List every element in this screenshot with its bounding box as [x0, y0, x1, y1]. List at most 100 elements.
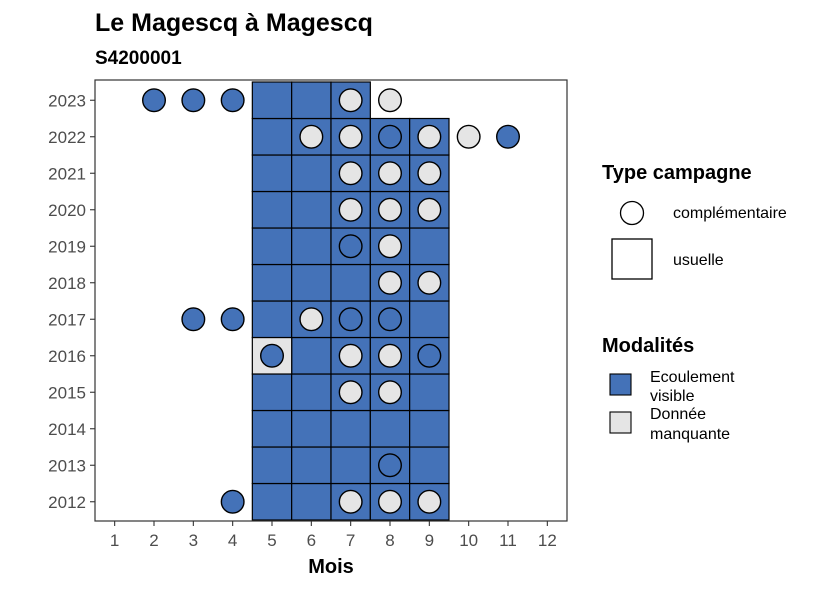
complementaire-point — [338, 124, 363, 149]
x-tick-label: 7 — [346, 531, 355, 550]
legend-swatch-donnee-manquante — [609, 411, 632, 434]
complementaire-point — [338, 307, 363, 332]
usuelle-tile — [251, 263, 293, 302]
complementaire-point — [220, 307, 245, 332]
usuelle-tile — [251, 300, 293, 339]
y-axis: 2012 2013 2014 2015 2016 2017 2018 2019 2020 2021… — [48, 91, 95, 512]
x-tick-label: 6 — [307, 531, 316, 550]
x-tick-label: 4 — [228, 531, 237, 550]
complementaire-point — [417, 124, 442, 149]
usuelle-tile — [409, 446, 450, 485]
x-axis-title: Mois — [308, 556, 354, 578]
complementaire-point — [338, 161, 363, 186]
legend-label-ecoulement-line1: Ecoulement — [650, 369, 735, 386]
usuelle-tile — [251, 482, 293, 521]
complementaire-point — [378, 88, 403, 113]
usuelle-tiles — [251, 81, 450, 521]
complementaire-point — [220, 88, 245, 113]
usuelle-tile — [330, 446, 371, 485]
complementaire-point — [417, 270, 442, 295]
legend-label-complementaire: complémentaire — [673, 205, 787, 222]
usuelle-tile — [291, 373, 332, 412]
x-tick-label: 8 — [385, 531, 394, 550]
usuelle-tile — [409, 263, 450, 302]
usuelle-tile — [251, 154, 293, 193]
usuelle-tile — [291, 154, 332, 193]
complementaire-point — [378, 197, 403, 222]
usuelle-tile — [291, 409, 332, 448]
complementaire-point — [378, 380, 403, 405]
complementaire-point — [417, 343, 442, 368]
x-tick-label: 10 — [459, 531, 478, 550]
complementaire-points — [141, 88, 521, 514]
legend-label-donnee-line2: manquante — [650, 426, 730, 443]
usuelle-tile — [251, 227, 293, 266]
legend-label-usuelle: usuelle — [673, 252, 724, 269]
complementaire-point — [378, 124, 403, 149]
x-axis: 1 2 3 4 5 6 7 8 9 10 11 12 — [110, 521, 557, 550]
y-tick-label: 2019 — [48, 237, 86, 256]
legend-title-campaign: Type campagne — [602, 162, 752, 184]
usuelle-tile — [409, 227, 450, 266]
complementaire-point — [338, 489, 363, 514]
chart-title: Le Magescq à Magescq — [95, 9, 373, 37]
complementaire-point — [338, 380, 363, 405]
complementaire-point — [338, 88, 363, 113]
usuelle-tile — [251, 446, 293, 485]
y-tick-label: 2018 — [48, 274, 86, 293]
complementaire-point — [260, 343, 285, 368]
x-tick-label: 3 — [189, 531, 198, 550]
x-tick-label: 1 — [110, 531, 119, 550]
x-tick-label: 9 — [425, 531, 434, 550]
complementaire-point — [456, 124, 481, 149]
usuelle-tile — [291, 190, 332, 229]
complementaire-point — [338, 197, 363, 222]
x-tick-label: 2 — [149, 531, 158, 550]
complementaire-point — [181, 88, 206, 113]
legend: Type campagne complémentaire usuelle Mod… — [602, 162, 787, 443]
usuelle-tile — [291, 482, 332, 521]
complementaire-point — [338, 234, 363, 259]
usuelle-tile — [291, 336, 332, 375]
y-tick-label: 2016 — [48, 347, 86, 366]
usuelle-tile — [251, 117, 293, 156]
complementaire-point — [338, 343, 363, 368]
legend-label-donnee-line1: Donnée — [650, 406, 706, 423]
y-tick-label: 2023 — [48, 91, 86, 110]
complementaire-point — [417, 489, 442, 514]
complementaire-point — [378, 453, 403, 478]
complementaire-point — [299, 124, 324, 149]
usuelle-tile — [251, 373, 293, 412]
complementaire-point — [378, 234, 403, 259]
usuelle-tile — [409, 373, 450, 412]
complementaire-point — [181, 307, 206, 332]
complementaire-point — [378, 161, 403, 186]
x-tick-label: 5 — [267, 531, 276, 550]
complementaire-point — [417, 197, 442, 222]
usuelle-tile — [251, 409, 293, 448]
y-tick-label: 2022 — [48, 128, 86, 147]
y-tick-label: 2017 — [48, 310, 86, 329]
legend-swatch-ecoulement-visible — [609, 373, 632, 396]
usuelle-tile — [330, 263, 371, 302]
y-tick-label: 2013 — [48, 456, 86, 475]
usuelle-tile — [251, 190, 293, 229]
x-tick-label: 12 — [538, 531, 557, 550]
y-tick-label: 2015 — [48, 383, 86, 402]
legend-title-modalites: Modalités — [602, 335, 694, 357]
complementaire-point — [417, 161, 442, 186]
usuelle-tile — [409, 409, 450, 448]
usuelle-tile — [330, 81, 371, 120]
x-tick-label: 11 — [499, 531, 517, 550]
complementaire-point — [378, 343, 403, 368]
y-tick-label: 2021 — [48, 164, 86, 183]
legend-label-ecoulement-line2: visible — [650, 388, 695, 405]
complementaire-point — [299, 307, 324, 332]
y-tick-label: 2012 — [48, 493, 86, 512]
complementaire-point — [378, 489, 403, 514]
chart-subtitle: S4200001 — [95, 48, 182, 69]
usuelle-tile — [369, 409, 411, 448]
usuelle-tile — [291, 263, 332, 302]
plot-area — [94, 79, 568, 522]
